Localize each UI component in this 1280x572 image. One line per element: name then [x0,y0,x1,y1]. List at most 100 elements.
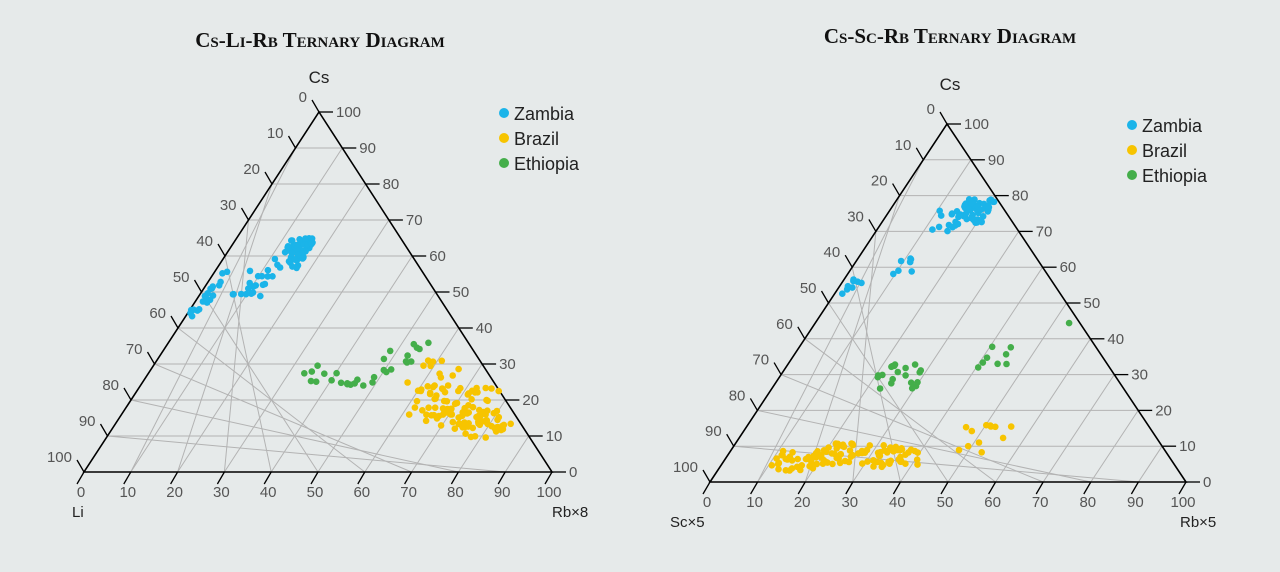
tick-mark [216,471,225,485]
data-point-brazil [439,385,447,393]
grid-line-rb [223,219,390,473]
tick-mark [357,471,366,485]
data-point-brazil [902,451,909,459]
tick-label-left: 70 [752,352,769,369]
data-point-ethiopia [308,368,316,375]
tick-label-left: 60 [149,305,166,322]
data-point-ethiopia [425,339,432,347]
tick-mark [1178,481,1187,495]
data-point-zambia [962,210,970,218]
tick-label-bottom: 90 [494,484,511,501]
tick-mark [310,471,319,485]
tick-label-left: 50 [173,269,190,286]
data-point-brazil [975,439,983,446]
data-point-brazil [488,385,495,392]
legend-marker-brazil [499,133,509,143]
tick-label-left: 10 [267,125,284,142]
data-point-ethiopia [307,377,315,385]
corner-label-top: Cs [309,68,330,87]
data-point-ethiopia [314,362,321,370]
data-point-brazil [443,398,451,405]
data-point-ethiopia [370,373,378,381]
data-point-ethiopia [360,382,367,389]
tick-mark [797,326,806,340]
data-point-brazil [955,446,963,454]
data-point-zambia [246,267,254,275]
data-point-ethiopia [994,360,1001,368]
tick-label-right: 0 [1203,474,1211,491]
data-point-ethiopia [312,378,320,386]
data-point-zambia [245,285,252,292]
legend-label-ethiopia: Ethiopia [514,154,580,174]
legend-label-ethiopia: Ethiopia [1142,166,1208,186]
legend-marker-zambia [1127,120,1137,130]
data-point-ethiopia [912,382,920,390]
data-point-ethiopia [874,372,882,379]
grid-line-rb [947,302,1067,483]
tick-label-right: 70 [1036,223,1053,240]
data-point-brazil [405,411,413,418]
tick-label-right: 20 [522,392,539,409]
data-point-brazil [451,425,459,433]
data-point-zambia [288,237,295,244]
data-point-zambia [895,267,902,275]
data-point-brazil [794,455,801,463]
grid-line-rb [852,231,1020,483]
grid-line-rb [317,291,436,473]
data-point-brazil [425,404,432,412]
tick-mark [797,481,806,495]
tick-label-bottom: 100 [1170,494,1195,511]
tick-mark [702,481,711,495]
grid-line-rb [504,435,530,473]
data-point-brazil [449,418,457,426]
tick-label-left: 90 [705,423,722,440]
tick-label-right: 100 [964,116,989,133]
data-point-ethiopia [404,352,411,359]
data-point-brazil [471,433,479,440]
data-point-brazil [424,383,432,390]
tick-mark [287,135,297,149]
tick-mark [170,471,179,485]
data-point-brazil [462,430,469,438]
data-point-ethiopia [902,372,909,379]
legend-label-brazil: Brazil [1142,141,1187,161]
grid-line-left [828,302,949,483]
tick-label-bottom: 60 [353,484,370,501]
grid-line-left [201,291,319,473]
data-point-brazil [482,434,490,441]
tick-mark [123,387,132,401]
grid-line-left [130,399,459,473]
data-point-brazil [428,412,435,419]
data-point-zambia [299,255,306,262]
tick-label-right: 70 [406,212,423,229]
data-points [187,235,514,441]
data-point-zambia [944,227,951,235]
tick-label-right: 100 [336,104,361,121]
grid-line-rb [1090,410,1139,483]
data-point-ethiopia [889,375,896,383]
data-point-brazil [858,449,866,457]
data-point-zambia [963,215,970,223]
legend-marker-ethiopia [499,158,509,168]
data-point-zambia [296,236,303,243]
tick-mark [988,481,997,495]
data-point-brazil [964,442,972,450]
tick-mark [99,423,109,437]
grid-line-left [804,338,996,483]
data-point-brazil [895,456,903,463]
tick-mark [404,471,413,485]
data-point-brazil [469,403,477,411]
legend-marker-zambia [499,108,509,118]
data-point-brazil [798,462,806,469]
tick-label-left: 0 [299,89,307,106]
tick-label-left: 30 [220,197,237,214]
tick-mark [76,459,85,473]
data-point-zambia [289,263,296,270]
data-point-brazil [484,397,492,405]
data-point-ethiopia [902,364,909,372]
tick-mark [939,111,948,125]
tick-mark [1083,481,1092,495]
corner-label-right: Rb×5 [1180,514,1216,531]
data-point-brazil [768,462,776,469]
data-point-brazil [978,449,985,456]
